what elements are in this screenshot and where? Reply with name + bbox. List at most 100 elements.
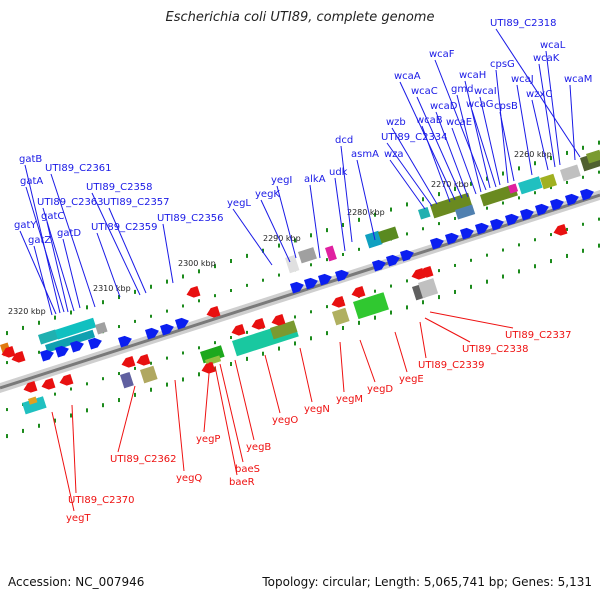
gene-label-bottom[interactable]: yegB: [246, 442, 271, 453]
gene-label-bottom[interactable]: baeR: [229, 477, 255, 488]
gene-label-top[interactable]: cpsB: [494, 101, 518, 112]
track-dot: [358, 217, 360, 222]
gene-label-top[interactable]: UTI89_C2334: [381, 132, 448, 143]
track-dot: [6, 408, 8, 412]
gene-label-top[interactable]: yegK: [255, 189, 280, 200]
track-dot: [438, 295, 440, 300]
track-dot: [70, 387, 72, 391]
forward-gene-arrow: [386, 254, 400, 267]
gene-label-bottom[interactable]: yegD: [367, 384, 393, 395]
forward-gene-arrow: [118, 335, 132, 348]
track-dot: [230, 362, 232, 367]
gene-label-top[interactable]: wcaK: [533, 53, 560, 64]
gene-label-top[interactable]: wcaM: [564, 74, 592, 85]
gene-label-top[interactable]: wcaB: [416, 115, 443, 126]
gene-label-top[interactable]: udk: [329, 167, 348, 178]
track-dot: [6, 434, 8, 439]
label-leader-line: [334, 177, 346, 252]
gene-label-top[interactable]: gatZ: [28, 235, 51, 246]
track-dot: [134, 289, 136, 294]
forward-gene-arrow: [70, 340, 84, 353]
gene-label-top[interactable]: yegI: [271, 175, 292, 186]
track-dot: [566, 227, 568, 231]
gene-label-top[interactable]: gatD: [57, 228, 81, 239]
gene-label-top[interactable]: wcaC: [411, 86, 438, 97]
track-dot: [534, 264, 536, 269]
label-leader-line: [391, 127, 438, 205]
label-leader-line: [339, 341, 345, 393]
gene-label-top[interactable]: UTI89_C2363: [37, 197, 104, 208]
track-dot: [470, 258, 472, 262]
forward-gene-arrow: [290, 281, 304, 294]
label-leader-line: [264, 354, 281, 414]
gene-label-top[interactable]: gatC: [41, 211, 64, 222]
genome-stats-text: Topology: circular; Length: 5,065,741 bp…: [262, 575, 592, 589]
gene-label-bottom[interactable]: yegT: [66, 513, 91, 524]
gene-label-top[interactable]: UTI89_C2356: [157, 213, 224, 224]
gene-label-top[interactable]: wcaA: [394, 71, 421, 82]
gene-label-top[interactable]: wcaJ: [511, 74, 534, 85]
gene-label-bottom[interactable]: UTI89_C2337: [505, 330, 572, 341]
gene-label-top[interactable]: yegL: [227, 198, 251, 209]
gene-label-bottom[interactable]: yegN: [304, 404, 330, 415]
reverse-gene-arrow: [136, 354, 151, 366]
track-dot: [310, 233, 312, 238]
track-dot: [246, 330, 248, 334]
track-dot: [406, 232, 408, 236]
forward-gene-arrow: [55, 345, 69, 358]
gene-label-top[interactable]: gatA: [20, 176, 43, 187]
track-dot: [342, 222, 344, 227]
gene-label-top[interactable]: UTI89_C2358: [86, 182, 153, 193]
forward-gene-arrow: [40, 349, 54, 362]
gene-label-top[interactable]: wcaH: [459, 70, 486, 81]
feature-block: [325, 245, 337, 262]
label-leader-line: [429, 311, 514, 329]
label-leader-line: [531, 99, 549, 171]
gene-label-top[interactable]: wcaF: [429, 49, 455, 60]
gene-label-bottom[interactable]: yegM: [336, 394, 363, 405]
gene-label-top[interactable]: gatY: [14, 220, 37, 231]
forward-gene-arrow: [160, 323, 174, 336]
feature-block: [479, 183, 518, 207]
gene-label-bottom[interactable]: UTI89_C2339: [418, 360, 485, 371]
gene-label-top[interactable]: wcaL: [540, 40, 566, 51]
gene-label-top[interactable]: UTI89_C2357: [103, 197, 170, 208]
track-dot: [486, 279, 488, 284]
reverse-gene-arrow: [419, 266, 434, 278]
gene-label-top[interactable]: wcaD: [430, 101, 458, 112]
gene-label-top[interactable]: UTI89_C2318: [490, 18, 557, 29]
gene-label-top[interactable]: gatB: [19, 154, 42, 165]
gene-label-top[interactable]: wzb: [386, 117, 406, 128]
label-leader-line: [219, 363, 244, 463]
gene-label-top[interactable]: wcaG: [466, 99, 494, 110]
label-leader-line: [399, 81, 456, 201]
gene-label-bottom[interactable]: UTI89_C2338: [462, 344, 529, 355]
track-dot: [550, 186, 552, 190]
gene-label-top[interactable]: UTI89_C2359: [91, 222, 158, 233]
gene-label-top[interactable]: UTI89_C2361: [45, 163, 112, 174]
gene-label-top[interactable]: cpsG: [490, 59, 515, 70]
track-dot: [118, 295, 120, 300]
track-dot: [326, 258, 328, 262]
gene-label-top[interactable]: wcaI: [474, 86, 497, 97]
gene-label-top[interactable]: wza: [384, 149, 404, 160]
gene-label-bottom[interactable]: yegQ: [176, 473, 202, 484]
gene-label-bottom[interactable]: UTI89_C2370: [68, 495, 135, 506]
gene-label-bottom[interactable]: yegP: [196, 434, 220, 445]
track-dot: [38, 320, 40, 325]
gene-label-top[interactable]: alkA: [304, 174, 326, 185]
feature-block: [540, 173, 558, 190]
gene-label-bottom[interactable]: yegO: [272, 415, 298, 426]
gene-label-bottom[interactable]: UTI89_C2362: [110, 454, 177, 465]
gene-label-bottom[interactable]: baeS: [235, 464, 260, 475]
gene-label-top[interactable]: gmd: [451, 84, 473, 95]
track-dot: [6, 361, 8, 365]
gene-label-bottom[interactable]: yegE: [399, 374, 424, 385]
track-dot: [598, 217, 600, 221]
track-dot: [566, 253, 568, 258]
gene-label-top[interactable]: asmA: [351, 149, 379, 160]
forward-gene-arrow: [505, 213, 519, 226]
gene-label-top[interactable]: dcd: [335, 135, 353, 146]
